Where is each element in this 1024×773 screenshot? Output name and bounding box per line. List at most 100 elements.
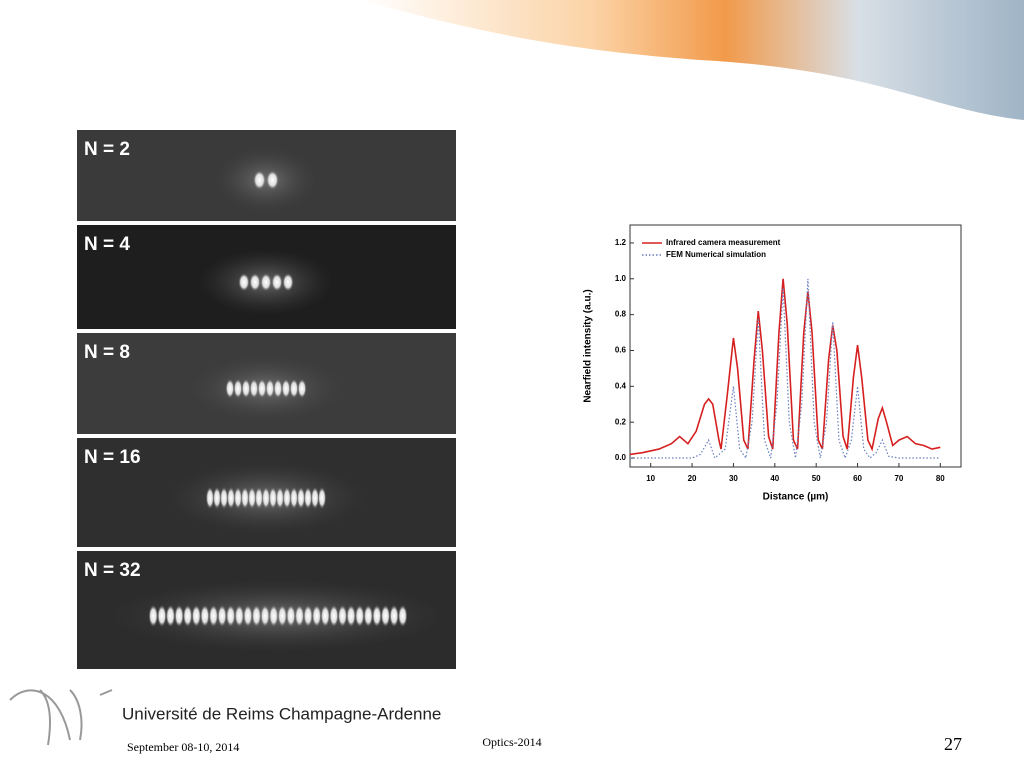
header-banner [360, 0, 1024, 120]
mode-spot [191, 604, 202, 628]
mode-spot [296, 486, 306, 510]
mode-spot [208, 604, 219, 628]
mode-spot [261, 486, 271, 510]
mode-spot [251, 604, 262, 628]
chart-frame [578, 218, 970, 508]
mode-spot [273, 378, 283, 399]
mode-spot [363, 604, 374, 628]
mode-spot [389, 604, 399, 628]
mode-spot [303, 604, 313, 628]
mode-spot [310, 486, 320, 510]
mode-spot [303, 486, 313, 510]
mode-spot [260, 604, 270, 628]
x-axis-label: Distance (µm) [763, 492, 829, 503]
logo [9, 689, 113, 746]
mode-spot [265, 378, 275, 399]
panel-label: N = 8 [84, 342, 130, 363]
mode-spot [289, 378, 299, 399]
panel-label: N = 16 [84, 447, 141, 468]
panel-label: N = 2 [84, 139, 130, 160]
mode-spot [253, 170, 266, 190]
y-tick-label: 0.6 [615, 346, 627, 355]
mode-spot [205, 486, 215, 510]
y-tick-label: 1.0 [615, 274, 627, 283]
panel-label: N = 32 [84, 560, 141, 581]
footer-conference: Optics-2014 [482, 735, 541, 749]
data-line [630, 278, 941, 460]
mode-spot [311, 604, 322, 628]
mode-spot [254, 486, 264, 510]
mode-spot [337, 604, 348, 628]
mode-spot [182, 604, 193, 628]
x-tick-label: 70 [894, 474, 903, 483]
mode-spot [238, 273, 250, 292]
mode-spot [317, 486, 327, 510]
x-tick-label: 30 [729, 474, 738, 483]
mode-spot [286, 604, 296, 628]
mode-spot [260, 273, 272, 292]
mode-halo [213, 146, 319, 215]
mode-spot [148, 604, 159, 628]
mode-spot [157, 604, 167, 628]
mode-spot [240, 486, 250, 510]
mode-spot [247, 486, 257, 510]
panel-label: N = 4 [84, 234, 130, 255]
mode-spot [329, 604, 339, 628]
y-tick-label: 0.0 [615, 453, 627, 462]
mode-spot [282, 486, 292, 510]
x-tick-label: 80 [936, 474, 945, 483]
mode-spot [266, 170, 279, 190]
mode-spot [372, 604, 382, 628]
mode-spot [282, 273, 294, 292]
x-tick-label: 20 [688, 474, 697, 483]
mode-spot [257, 378, 267, 399]
mode-spot [271, 273, 283, 292]
mode-spot [289, 486, 299, 510]
mode-spot [249, 273, 261, 292]
mode-spot [241, 378, 251, 399]
y-tick-label: 0.2 [615, 417, 627, 426]
y-axis-label: Nearfield intensity (a.u.) [583, 289, 594, 402]
page-number: 27 [944, 734, 962, 754]
data-line [629, 278, 941, 456]
y-tick-label: 1.2 [615, 238, 627, 247]
mode-spot [225, 378, 235, 399]
mode-spot [354, 604, 365, 628]
footer-date: September 08-10, 2014 [127, 740, 239, 754]
x-tick-label: 10 [646, 474, 655, 483]
x-tick-label: 40 [770, 474, 779, 483]
x-tick-label: 60 [853, 474, 862, 483]
mode-spot [346, 604, 356, 628]
x-tick-label: 50 [812, 474, 821, 483]
mode-spot [249, 378, 259, 399]
mode-spot [219, 486, 229, 510]
mode-spot [268, 486, 278, 510]
mode-spot [297, 378, 307, 399]
university-name: Université de Reims Champagne-Ardenne [122, 704, 441, 723]
mode-spot [233, 378, 243, 399]
mode-spot [226, 486, 236, 510]
mode-spot [225, 604, 236, 628]
mode-spot [281, 378, 291, 399]
mode-spot [174, 604, 184, 628]
y-tick-label: 0.8 [615, 310, 627, 319]
mode-spot [233, 486, 243, 510]
plot-area [629, 224, 962, 468]
mode-spot [165, 604, 176, 628]
mode-spot [268, 604, 279, 628]
mode-spot [212, 486, 222, 510]
legend-label: FEM Numerical simulation [666, 250, 766, 259]
mode-spot [275, 486, 285, 510]
mode-spot [277, 604, 288, 628]
mode-spot [397, 604, 408, 628]
mode-spot [294, 604, 305, 628]
legend-label: Infrared camera measurement [666, 238, 781, 247]
mode-spot [380, 604, 391, 628]
mode-spot [200, 604, 210, 628]
y-tick-label: 0.4 [615, 381, 627, 390]
mode-spot [320, 604, 331, 628]
mode-spot [217, 604, 227, 628]
mode-spot [234, 604, 245, 628]
